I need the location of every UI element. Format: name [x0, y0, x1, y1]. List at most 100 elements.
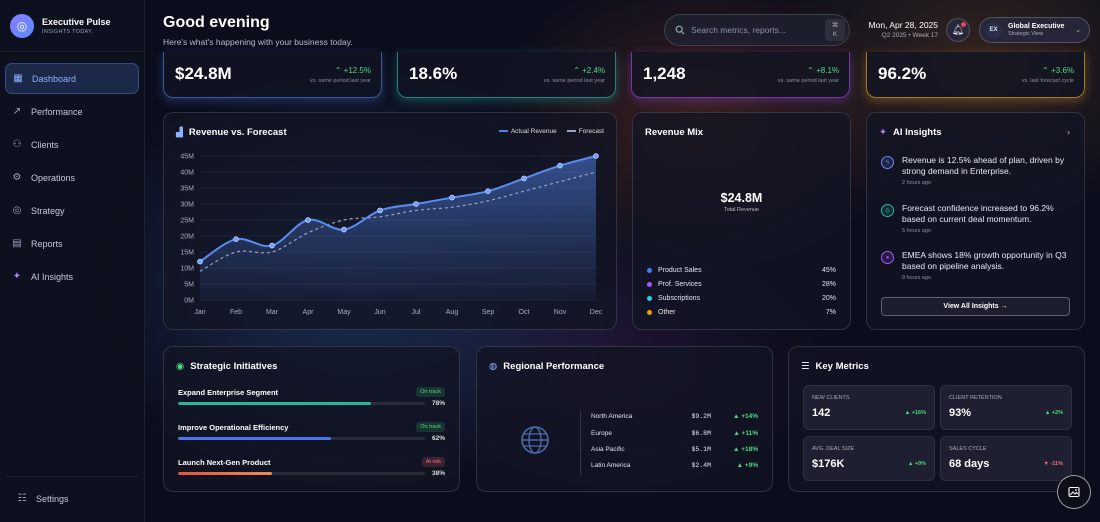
sidebar-item-reports[interactable]: ▤ Reports — [5, 228, 139, 259]
region-name: Europe — [591, 430, 612, 437]
sidebar-item-ai-insights[interactable]: ✦ AI Insights — [5, 261, 139, 292]
initiative-name: Improve Operational Efficiency — [178, 422, 289, 432]
y-tick-label: 15M — [180, 250, 194, 257]
mix-pct: 28% — [821, 281, 836, 288]
mix-name: Other — [658, 309, 676, 316]
data-point — [413, 201, 419, 207]
actual-revenue-line — [199, 155, 597, 263]
x-tick-label: Mar — [266, 309, 279, 316]
metrics-title: ☰ Key Metrics — [801, 361, 869, 372]
kpi-card-revenue[interactable]: $24.8M ⌃ +12.5% vs. same period last yea… — [163, 52, 382, 98]
progress-bar — [178, 402, 425, 405]
y-tick-label: 45M — [180, 154, 194, 161]
regional-title-text: Regional Performance — [503, 361, 605, 372]
legend-forecast-swatch — [566, 130, 576, 133]
legend-forecast-label: Forecast — [578, 128, 604, 135]
arrow-up-icon: ⌃ — [573, 66, 583, 75]
kpi-value: $24.8M — [175, 64, 232, 83]
chevron-down-icon: ⌄ — [1075, 27, 1081, 34]
dot-icon: ● — [881, 251, 894, 264]
region-value: $2.4M — [691, 462, 711, 469]
user-role: Strategic View — [1008, 31, 1044, 37]
sidebar-item-performance[interactable]: ↗ Performance — [5, 96, 139, 127]
metric-label: CLIENT RETENTION — [949, 395, 1002, 401]
data-point — [197, 258, 203, 265]
mix-title: Revenue Mix — [645, 127, 704, 138]
image-button[interactable] — [1057, 475, 1091, 509]
legend-dot — [647, 310, 652, 315]
notification-dot — [961, 22, 966, 27]
target-icon: ◎ — [12, 205, 22, 216]
command-key-icon: ⌘ — [831, 22, 839, 29]
trend-icon: ↗ — [12, 106, 22, 117]
x-tick-label: Jul — [412, 309, 421, 316]
progress-fill — [178, 437, 332, 440]
region-change: ▲ +9% — [736, 462, 758, 469]
sidebar-item-strategy[interactable]: ◎ Strategy — [5, 195, 139, 226]
user-menu[interactable]: EX Global Executive Strategic View ⌄ — [979, 17, 1090, 43]
kpi-change: ⌃ +2.4% — [573, 66, 605, 75]
view-all-insights-button[interactable]: View All Insights → — [881, 297, 1070, 316]
key-metrics-card: ☰ Key Metrics NEW CLIENTS 142 ▲ +16% CLI… — [788, 346, 1085, 492]
initiative-item[interactable]: Launch Next-Gen Product At risk 38% — [178, 457, 445, 477]
insight-item[interactable]: ◎ Forecast confidence increased to 96.2%… — [881, 203, 1070, 234]
data-point — [377, 207, 383, 214]
metric-avg-deal-size[interactable]: AVG. DEAL SIZE $176K ▲ +9% — [803, 436, 935, 481]
initiative-item[interactable]: Expand Enterprise Segment On track 78% — [178, 387, 445, 407]
sidebar-item-label: Performance — [31, 106, 83, 117]
insight-item[interactable]: ϟ Revenue is 12.5% ahead of plan, driven… — [881, 155, 1070, 186]
initiatives-title-text: Strategic Initiatives — [190, 361, 278, 372]
mix-row-prof-services: Prof. Services 28% — [647, 281, 836, 288]
y-tick-label: 35M — [180, 186, 194, 193]
insight-item[interactable]: ● EMEA shows 18% growth opportunity in Q… — [881, 250, 1070, 281]
chevron-right-icon[interactable]: › — [1067, 127, 1070, 137]
metric-new-clients[interactable]: NEW CLIENTS 142 ▲ +16% — [803, 385, 935, 430]
legend-forecast: Forecast — [566, 128, 604, 135]
legend-actual: Actual Revenue — [498, 128, 557, 135]
kpi-change-value: +8.1% — [816, 66, 839, 75]
metric-client-retention[interactable]: CLIENT RETENTION 93% ▲ +2% — [940, 385, 1072, 430]
sidebar-item-settings[interactable]: ☷ Settings — [10, 483, 134, 514]
region-row: North America $9.2M ▲ +14% — [591, 413, 758, 420]
page-title: Good evening — [163, 14, 270, 31]
region-change: ▲ +11% — [733, 430, 758, 437]
brand: ◎ Executive Pulse INSIGHTS TODAY. — [0, 0, 144, 52]
kpi-card-clients[interactable]: 1,248 ⌃ +8.1% vs. same period last year — [631, 52, 850, 98]
progress-fill — [178, 472, 272, 475]
metric-sales-cycle[interactable]: SALES CYCLE 68 days ▼ -11% — [940, 436, 1072, 481]
kpi-card-margin[interactable]: 18.6% ⌃ +2.4% vs. same period last year — [397, 52, 616, 98]
shortcut-badge: ⌘ K — [825, 19, 845, 41]
search-bar[interactable]: ⌘ K — [664, 14, 850, 46]
avatar: EX — [985, 21, 1002, 39]
metric-change: ▲ +9% — [907, 461, 926, 467]
kpi-note: vs. last forecast cycle — [1021, 78, 1074, 84]
revenue-chart: 45M 40M 35M 30M 25M 20M 15M 10M 5M 0M Jan Feb Mar Ap… — [180, 153, 603, 316]
data-point — [233, 236, 239, 242]
region-name: Latin America — [591, 462, 631, 469]
data-point — [305, 217, 311, 223]
sidebar-item-label: Dashboard — [32, 73, 77, 84]
chart-title-text: Revenue vs. Forecast — [188, 127, 287, 138]
data-point — [269, 242, 275, 249]
x-tick-label: Aug — [446, 309, 459, 316]
notifications-button[interactable]: 🔔︎ — [946, 18, 970, 42]
region-name: Asia Pacific — [591, 446, 625, 453]
sidebar-item-dashboard[interactable]: ▦ Dashboard — [5, 63, 139, 94]
shortcut-key: K — [832, 31, 838, 38]
sidebar-item-clients[interactable]: ⚇ Clients — [5, 129, 139, 160]
x-tick-label: Nov — [554, 309, 567, 316]
kpi-change-value: +3.6% — [1051, 66, 1074, 75]
sidebar-item-operations[interactable]: ⚙ Operations — [5, 162, 139, 193]
insight-text: EMEA shows 18% growth opportunity in Q3 … — [902, 250, 1067, 271]
metric-value: $176K — [812, 458, 845, 470]
chart-legend: Actual Revenue Forecast — [498, 128, 604, 135]
y-tick-label: 25M — [180, 218, 194, 225]
metric-change: ▲ +16% — [904, 410, 926, 416]
sparkle-icon: ✦ — [879, 127, 887, 138]
initiative-item[interactable]: Improve Operational Efficiency On track 6… — [178, 422, 445, 442]
kpi-change: ⌃ +3.6% — [1042, 66, 1074, 75]
search-input[interactable] — [691, 25, 819, 35]
region-value: $9.2M — [691, 413, 711, 420]
kpi-card-forecast[interactable]: 96.2% ⌃ +3.6% vs. last forecast cycle — [866, 52, 1085, 98]
regional-performance-card: ◍ Regional Performance North America $9.2… — [476, 346, 773, 492]
